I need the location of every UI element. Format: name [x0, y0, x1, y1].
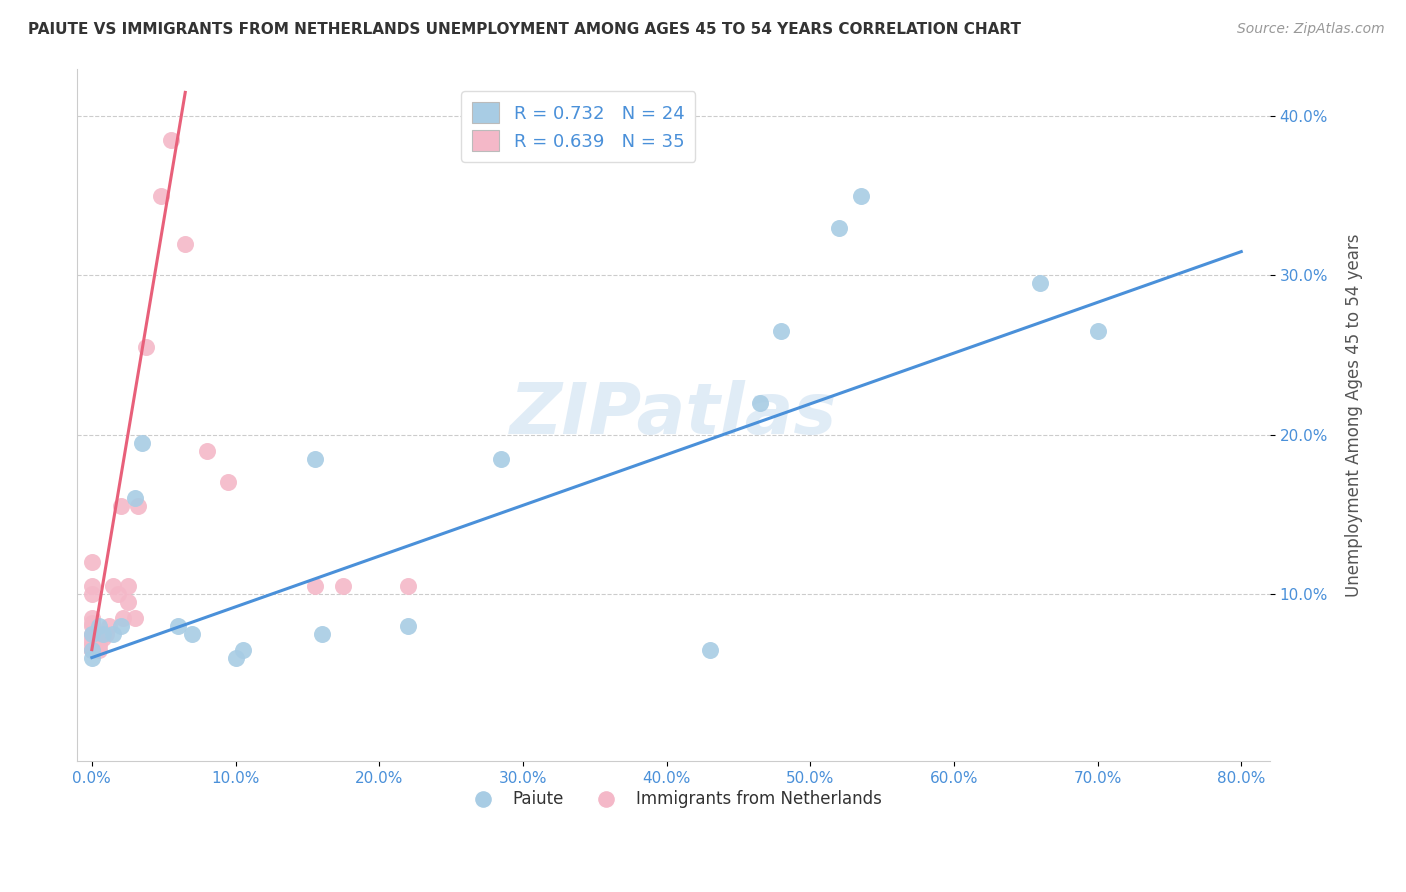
Point: [699, 642, 721, 657]
Y-axis label: Unemployment Among Ages 45 to 54 years: Unemployment Among Ages 45 to 54 years: [1346, 233, 1362, 597]
Point: [225, 650, 247, 665]
Point: [149, 189, 172, 203]
Point: [124, 491, 146, 506]
Point: [80, 642, 103, 657]
Point: [396, 619, 419, 633]
Point: [304, 451, 326, 466]
Point: [87, 638, 110, 652]
Text: ZIPatlas: ZIPatlas: [510, 380, 838, 450]
Point: [127, 500, 149, 514]
Point: [332, 579, 354, 593]
Point: [80, 632, 103, 646]
Point: [80, 634, 103, 648]
Point: [80, 626, 103, 640]
Point: [103, 579, 125, 593]
Point: [107, 587, 129, 601]
Point: [80, 579, 103, 593]
Point: [110, 500, 132, 514]
Point: [87, 619, 110, 633]
Point: [93, 626, 115, 640]
Point: [167, 619, 190, 633]
Point: [80, 626, 103, 640]
Point: [80, 587, 103, 601]
Legend: Paiute, Immigrants from Netherlands: Paiute, Immigrants from Netherlands: [460, 784, 889, 815]
Point: [117, 579, 139, 593]
Point: [110, 619, 132, 633]
Point: [828, 220, 851, 235]
Point: [232, 642, 254, 657]
Point: [849, 189, 872, 203]
Point: [112, 611, 135, 625]
Point: [80, 611, 103, 625]
Point: [749, 396, 772, 410]
Point: [1029, 277, 1052, 291]
Point: [80, 650, 103, 665]
Point: [80, 638, 103, 652]
Point: [217, 475, 239, 490]
Point: [80, 555, 103, 569]
Point: [135, 340, 157, 354]
Point: [770, 324, 793, 338]
Point: [491, 451, 513, 466]
Text: PAIUTE VS IMMIGRANTS FROM NETHERLANDS UNEMPLOYMENT AMONG AGES 45 TO 54 YEARS COR: PAIUTE VS IMMIGRANTS FROM NETHERLANDS UN…: [28, 22, 1021, 37]
Point: [396, 579, 419, 593]
Point: [87, 642, 110, 657]
Point: [174, 236, 197, 251]
Point: [80, 642, 103, 657]
Point: [80, 615, 103, 630]
Point: [124, 611, 146, 625]
Point: [96, 626, 118, 640]
Point: [1087, 324, 1109, 338]
Point: [181, 626, 204, 640]
Point: [195, 443, 218, 458]
Point: [131, 435, 153, 450]
Point: [80, 642, 103, 657]
Point: [98, 619, 121, 633]
Point: [304, 579, 326, 593]
Point: [103, 626, 125, 640]
Point: [160, 133, 183, 147]
Point: [80, 642, 103, 657]
Point: [93, 632, 115, 646]
Point: [311, 626, 333, 640]
Point: [80, 619, 103, 633]
Text: Source: ZipAtlas.com: Source: ZipAtlas.com: [1237, 22, 1385, 37]
Point: [117, 595, 139, 609]
